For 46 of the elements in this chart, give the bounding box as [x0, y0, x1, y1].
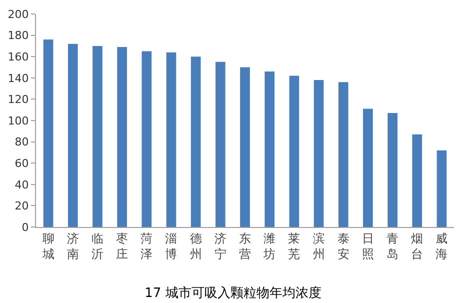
bar — [240, 67, 250, 227]
y-tick-label: 0 — [22, 220, 29, 234]
bar — [436, 150, 447, 227]
x-tick-label: 威海 — [436, 231, 448, 261]
bar — [388, 113, 398, 227]
x-tick-label: 东营 — [239, 231, 251, 261]
bar — [215, 62, 226, 227]
y-tick-label: 100 — [8, 114, 29, 128]
x-tick-label: 德州 — [190, 231, 202, 261]
bar — [190, 56, 201, 227]
x-tick-label: 济宁 — [214, 231, 226, 261]
x-tick-label: 烟台 — [411, 231, 424, 261]
x-tick-label: 枣庄 — [116, 231, 128, 261]
x-tick-label: 莱芜 — [288, 231, 300, 261]
y-tick-label: 160 — [8, 50, 29, 64]
bar — [117, 47, 127, 227]
bar — [338, 82, 348, 227]
x-tick-label: 青岛 — [386, 231, 399, 261]
y-tick-label: 120 — [8, 93, 29, 106]
bar — [314, 80, 324, 227]
bar — [412, 134, 422, 227]
bar — [142, 51, 152, 227]
x-tick-label: 潍坊 — [262, 231, 276, 261]
x-tick-label: 聊城 — [41, 231, 54, 261]
y-tick-label: 140 — [8, 72, 29, 85]
bar — [166, 52, 176, 227]
bar — [264, 72, 275, 227]
bar — [289, 76, 300, 227]
bar — [92, 46, 102, 227]
y-tick-label: 180 — [8, 29, 29, 42]
text: 17 城市可吸入颗粒物年均浓度 — [144, 284, 322, 301]
x-tick-label: 日照 — [362, 231, 374, 261]
x-tick-label: 淄博 — [165, 231, 178, 261]
x-tick-label: 临沂 — [91, 231, 104, 261]
x-tick-label: 滨州 — [312, 231, 325, 261]
x-tick-label: 济南 — [66, 231, 79, 261]
y-tick-label: 20 — [14, 200, 29, 213]
x-tick-label: 泰安 — [337, 231, 350, 261]
bar — [363, 108, 373, 227]
y-tick-label: 200 — [8, 8, 29, 21]
x-tick-label: 菏泽 — [140, 231, 153, 261]
bar — [68, 44, 78, 227]
bar — [43, 40, 54, 227]
y-tick-label: 40 — [14, 178, 29, 192]
y-tick-label: 80 — [14, 136, 29, 149]
y-tick-label: 60 — [14, 156, 29, 170]
